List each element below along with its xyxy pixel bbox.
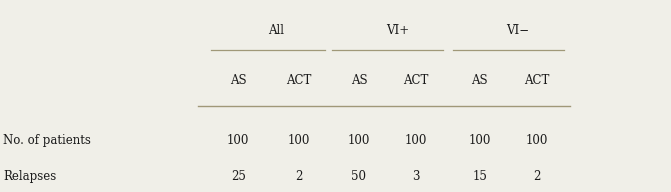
Text: ACT: ACT [286, 74, 311, 87]
Text: AS: AS [351, 74, 367, 87]
Text: VI+: VI+ [386, 24, 409, 37]
Text: 2: 2 [295, 170, 302, 183]
Text: All: All [268, 24, 285, 37]
Text: ACT: ACT [403, 74, 429, 87]
Text: 25: 25 [231, 170, 246, 183]
Text: AS: AS [230, 74, 246, 87]
Text: ACT: ACT [524, 74, 550, 87]
Text: 100: 100 [468, 134, 491, 147]
Text: AS: AS [472, 74, 488, 87]
Text: 100: 100 [227, 134, 250, 147]
Text: 15: 15 [472, 170, 487, 183]
Text: 100: 100 [405, 134, 427, 147]
Text: No. of patients: No. of patients [3, 134, 91, 147]
Text: 100: 100 [525, 134, 548, 147]
Text: Relapses: Relapses [3, 170, 56, 183]
Text: VI−: VI− [507, 24, 529, 37]
Text: 50: 50 [352, 170, 366, 183]
Text: 2: 2 [533, 170, 540, 183]
Text: 100: 100 [287, 134, 310, 147]
Text: 100: 100 [348, 134, 370, 147]
Text: 3: 3 [412, 170, 420, 183]
